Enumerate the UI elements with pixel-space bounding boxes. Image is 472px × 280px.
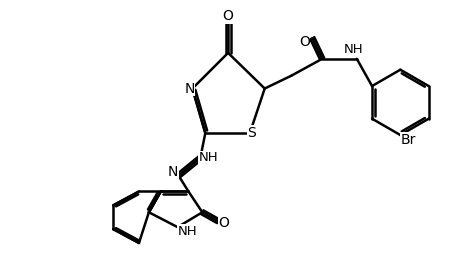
Text: N: N: [168, 165, 178, 179]
Text: NH: NH: [344, 43, 363, 56]
Text: O: O: [223, 9, 234, 23]
Text: O: O: [299, 35, 310, 49]
Text: NH: NH: [177, 225, 197, 238]
Text: NH: NH: [198, 151, 218, 164]
Text: N: N: [184, 81, 194, 95]
Text: S: S: [247, 126, 256, 140]
Text: Br: Br: [401, 133, 416, 147]
Text: O: O: [219, 216, 229, 230]
